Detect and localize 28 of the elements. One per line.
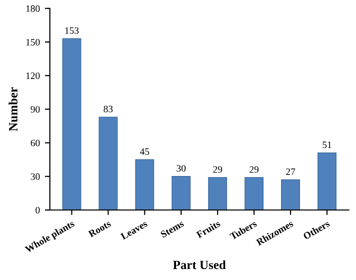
y-tick-label: 120 <box>26 72 40 80</box>
y-axis-title: Number <box>8 87 18 132</box>
bar <box>172 176 191 210</box>
data-label: 30 <box>176 165 186 172</box>
data-label: 29 <box>250 166 259 173</box>
y-tick-label: 90 <box>30 106 40 113</box>
data-label: 83 <box>104 106 113 112</box>
y-tick-label: 180 <box>26 5 40 12</box>
data-label: 51 <box>322 142 332 148</box>
x-tick-label: Stems <box>160 220 184 238</box>
y-tick-label: 30 <box>30 173 40 180</box>
data-label: 153 <box>65 27 79 34</box>
bar <box>244 177 264 210</box>
data-label: 45 <box>140 148 150 155</box>
bar <box>135 159 154 210</box>
y-tick-label: 150 <box>26 38 40 46</box>
bar <box>318 152 336 210</box>
bar <box>281 179 300 210</box>
bar <box>62 38 82 210</box>
data-label: 27 <box>286 168 296 175</box>
bar <box>98 116 118 210</box>
y-tick-label: 0 <box>36 206 40 214</box>
bar <box>208 177 228 210</box>
x-tick-label: Fruits <box>196 220 221 238</box>
x-tick-label: Roots <box>88 220 112 238</box>
data-label: 29 <box>213 166 222 173</box>
x-axis-title: Part Used <box>173 260 226 270</box>
y-tick-label: 60 <box>30 140 40 146</box>
